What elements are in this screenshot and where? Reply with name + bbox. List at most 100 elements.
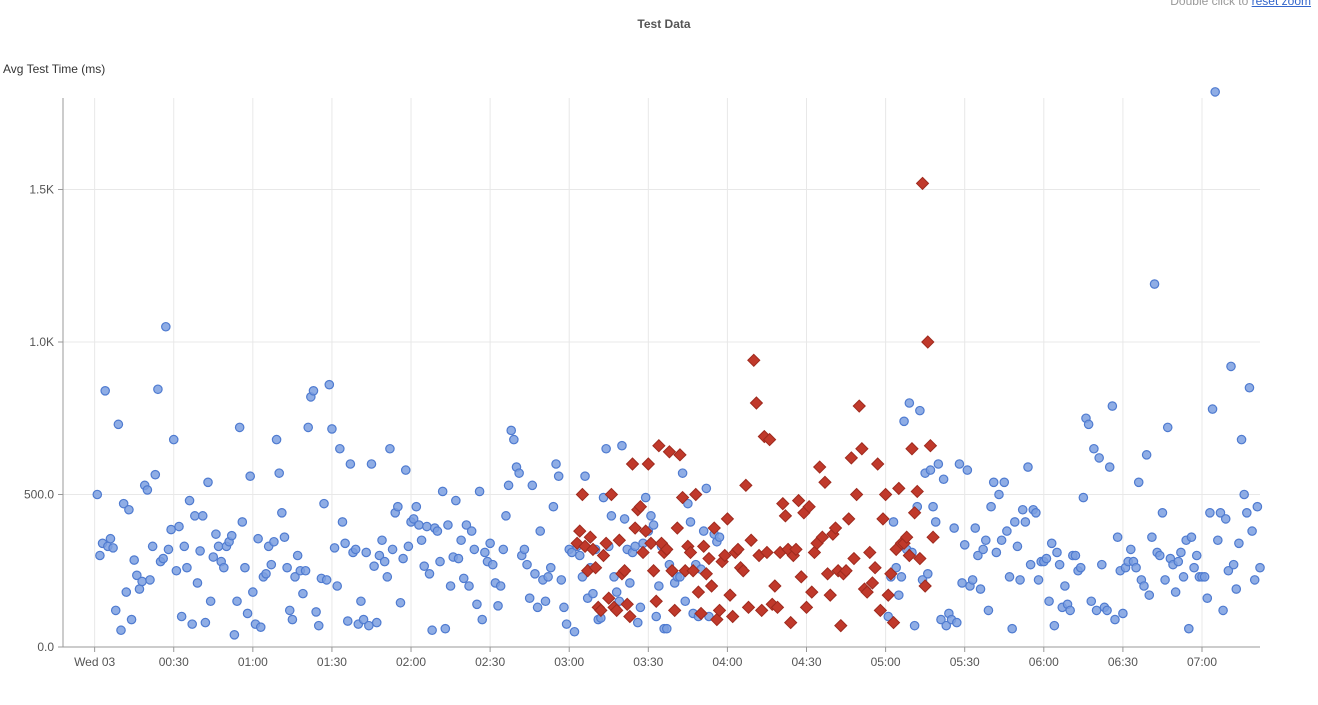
circle-point bbox=[904, 398, 915, 408]
data-points bbox=[92, 87, 1265, 640]
diamond-point bbox=[847, 551, 861, 566]
circle-point bbox=[184, 495, 195, 506]
circle-point bbox=[110, 605, 121, 616]
circle-point bbox=[477, 614, 488, 625]
circle-point bbox=[92, 489, 103, 500]
diamond-point bbox=[910, 484, 924, 499]
circle-point bbox=[567, 547, 577, 558]
diamond-point bbox=[902, 548, 917, 563]
circle-point bbox=[619, 514, 630, 524]
diamond-point bbox=[892, 481, 906, 496]
x-tick-label: 06:30 bbox=[1108, 655, 1138, 669]
diamond-point bbox=[818, 475, 832, 490]
circle-point bbox=[480, 547, 490, 558]
diamond-point bbox=[644, 536, 658, 551]
circle-point bbox=[308, 385, 319, 396]
circle-point bbox=[1249, 575, 1260, 585]
circle-point bbox=[105, 533, 116, 544]
circle-point bbox=[313, 620, 324, 631]
circle-point bbox=[335, 443, 345, 454]
circle-point bbox=[986, 501, 996, 512]
circle-point bbox=[269, 536, 279, 547]
circle-point bbox=[461, 520, 472, 530]
circle-point bbox=[195, 546, 205, 556]
circle-point bbox=[171, 565, 182, 576]
circle-point bbox=[393, 501, 403, 512]
circle-point bbox=[369, 561, 379, 571]
circle-point bbox=[1228, 559, 1239, 570]
diamond-point bbox=[915, 176, 930, 191]
diamond-point bbox=[602, 591, 616, 605]
diamond-point bbox=[820, 567, 835, 581]
y-tick-labels: 0.0 500.0 1.0K 1.5K bbox=[24, 183, 54, 655]
circle-point bbox=[1094, 453, 1104, 463]
circle-point bbox=[261, 568, 271, 579]
circle-point bbox=[1031, 507, 1041, 518]
circle-point bbox=[1252, 501, 1263, 512]
circle-point bbox=[1023, 462, 1033, 472]
circle-point bbox=[930, 517, 941, 527]
diamond-point bbox=[720, 512, 735, 526]
diamond-point bbox=[747, 353, 761, 368]
circle-point bbox=[991, 547, 1002, 558]
circle-point bbox=[630, 541, 640, 552]
y-tick-label: 1.5K bbox=[29, 183, 54, 197]
circle-point bbox=[1215, 507, 1226, 518]
diamond-point bbox=[783, 615, 798, 630]
diamond-point bbox=[691, 585, 706, 599]
circle-point bbox=[1004, 572, 1015, 582]
diamond-point bbox=[823, 588, 837, 602]
circle-point bbox=[973, 550, 983, 561]
circle-point bbox=[588, 588, 598, 599]
circle-point bbox=[609, 572, 619, 582]
reset-zoom-link[interactable]: reset zoom bbox=[1251, 0, 1311, 8]
circle-point bbox=[1015, 575, 1025, 585]
diamond-point bbox=[662, 445, 677, 459]
circle-point bbox=[1144, 590, 1155, 600]
x-tick-label: 05:30 bbox=[950, 655, 980, 669]
circle-point bbox=[1199, 572, 1210, 582]
circle-point bbox=[980, 535, 991, 546]
circle-point bbox=[168, 434, 179, 445]
circle-point bbox=[187, 619, 197, 629]
diamond-point bbox=[649, 594, 663, 608]
circle-point bbox=[100, 385, 110, 396]
diamond-point bbox=[633, 499, 648, 514]
diamond-point bbox=[749, 396, 764, 410]
diamond-point bbox=[670, 521, 685, 535]
circle-point bbox=[928, 501, 938, 512]
circle-point bbox=[1054, 559, 1065, 570]
diamond-point bbox=[868, 560, 882, 575]
circle-point bbox=[1184, 623, 1194, 634]
diamond-point bbox=[768, 579, 782, 593]
x-tick-label: 03:30 bbox=[633, 655, 663, 669]
circle-point bbox=[685, 517, 696, 527]
circle-point bbox=[340, 538, 350, 549]
x-tick-label: 02:00 bbox=[396, 655, 426, 669]
circle-point bbox=[909, 620, 920, 631]
circle-point bbox=[321, 575, 332, 585]
diamond-point bbox=[913, 551, 927, 566]
circle-point bbox=[150, 469, 161, 480]
circle-point bbox=[1017, 504, 1028, 515]
circle-point bbox=[1102, 605, 1112, 616]
circle-point bbox=[957, 578, 967, 588]
circle-point bbox=[714, 532, 725, 542]
diamond-point bbox=[731, 542, 745, 557]
circle-point bbox=[248, 587, 258, 597]
circle-point bbox=[698, 526, 709, 536]
circle-point bbox=[933, 459, 944, 469]
diamond-point bbox=[723, 588, 737, 602]
circle-point bbox=[553, 471, 564, 481]
circle-point bbox=[472, 599, 482, 610]
circle-point bbox=[237, 517, 248, 527]
circle-point bbox=[1186, 532, 1197, 542]
diamond-point bbox=[594, 603, 608, 618]
circle-point bbox=[1009, 517, 1020, 527]
circle-point bbox=[1223, 565, 1234, 576]
circle-point bbox=[1247, 526, 1257, 536]
circle-point bbox=[978, 544, 988, 555]
circle-point bbox=[967, 575, 978, 585]
circle-point bbox=[182, 562, 192, 573]
